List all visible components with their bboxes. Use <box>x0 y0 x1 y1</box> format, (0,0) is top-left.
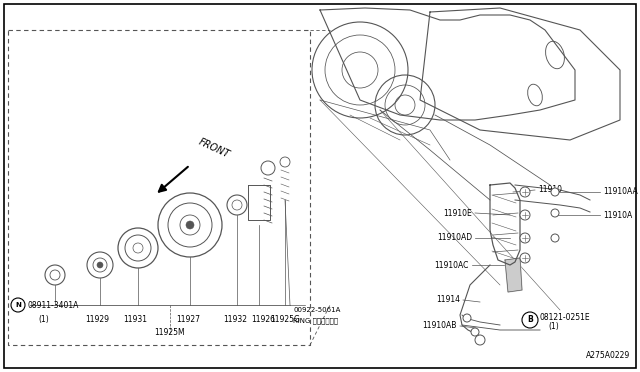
Text: (1): (1) <box>38 315 49 324</box>
Text: 11927: 11927 <box>176 315 200 324</box>
Text: 00922-5061A: 00922-5061A <box>293 307 340 313</box>
Text: 11926: 11926 <box>251 315 275 324</box>
Circle shape <box>463 314 471 322</box>
Polygon shape <box>248 185 270 220</box>
Text: 11910: 11910 <box>538 186 562 195</box>
Text: 11910AC: 11910AC <box>435 260 469 269</box>
Circle shape <box>471 328 479 336</box>
Text: 11910AB: 11910AB <box>422 321 457 330</box>
Text: 11910A: 11910A <box>603 211 632 219</box>
Text: 11910AA: 11910AA <box>603 187 637 196</box>
Text: N: N <box>15 302 21 308</box>
Circle shape <box>186 221 194 229</box>
Text: 11932: 11932 <box>223 315 247 324</box>
Text: FRONT: FRONT <box>197 137 232 160</box>
Text: 08911-3401A: 08911-3401A <box>28 301 79 310</box>
Text: 11910AD: 11910AD <box>437 234 472 243</box>
Text: 11929: 11929 <box>85 315 109 324</box>
Circle shape <box>520 233 530 243</box>
Circle shape <box>551 234 559 242</box>
Circle shape <box>97 262 103 268</box>
Circle shape <box>520 210 530 220</box>
Text: 11931: 11931 <box>123 315 147 324</box>
Text: RING リング（１）: RING リング（１） <box>293 317 338 324</box>
Text: A275A0229: A275A0229 <box>586 351 630 360</box>
Circle shape <box>475 335 485 345</box>
Circle shape <box>520 253 530 263</box>
Circle shape <box>551 209 559 217</box>
Text: 11925M: 11925M <box>155 328 186 337</box>
Circle shape <box>551 188 559 196</box>
Text: 11910E: 11910E <box>444 208 472 218</box>
Text: (1): (1) <box>548 323 559 331</box>
Circle shape <box>520 187 530 197</box>
Text: B: B <box>527 315 533 324</box>
Text: 11925G: 11925G <box>270 315 300 324</box>
Text: 08121-0251E: 08121-0251E <box>540 314 591 323</box>
Text: 11914: 11914 <box>436 295 460 305</box>
Polygon shape <box>505 258 522 292</box>
